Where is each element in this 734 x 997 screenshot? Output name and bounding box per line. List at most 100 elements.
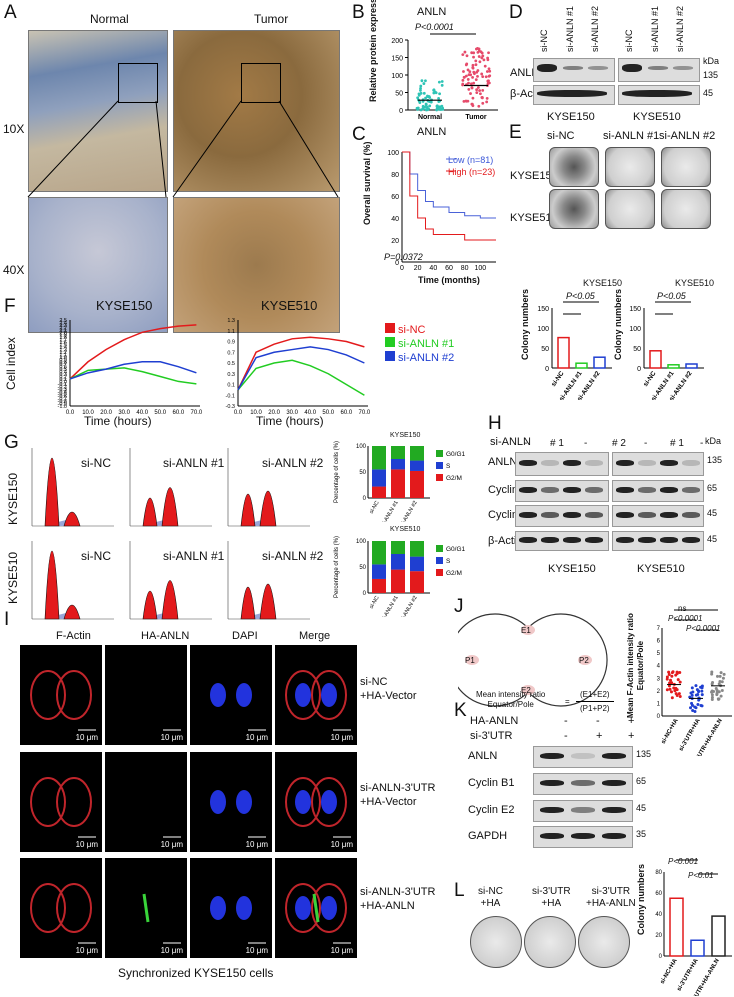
- f1-ytick-label: 0.9: [59, 357, 67, 363]
- d-lane-label: si-NC: [624, 29, 634, 53]
- f1-xtick-label: 20.0: [100, 410, 112, 414]
- j-point: [667, 670, 671, 674]
- j-point: [670, 681, 674, 685]
- b-point-tumor: [465, 62, 469, 66]
- g2-legend-swatch: [436, 545, 443, 552]
- j-point: [677, 692, 681, 696]
- j-point: [689, 691, 693, 695]
- j-point: [667, 684, 671, 688]
- scale-bar-label: 10 μm: [161, 840, 184, 849]
- b-point-tumor: [475, 70, 479, 74]
- j-ytick-label: 3: [657, 676, 661, 682]
- flow-g2-peak: [161, 580, 179, 620]
- ha-anln-signal: [142, 893, 150, 923]
- panel-label-c: C: [352, 124, 366, 145]
- band: [540, 753, 564, 759]
- j-point: [670, 674, 674, 678]
- b-point-normal: [427, 95, 431, 98]
- b-ytick-label: 200: [391, 38, 403, 45]
- c-ytick-label: 60: [391, 194, 399, 201]
- b-point-tumor: [471, 96, 475, 100]
- panel-label-l: L: [454, 880, 465, 901]
- j-pb: P<0.0001: [686, 624, 721, 633]
- g2-bar-G2/M: [391, 569, 405, 593]
- colony-dish: [524, 916, 576, 968]
- j-point: [671, 670, 675, 674]
- f1-ytick-label: 1.6: [59, 340, 67, 346]
- b-point-normal: [419, 108, 423, 112]
- j-ns: ns: [678, 604, 687, 613]
- d-lane-label: si-NC: [539, 29, 549, 53]
- band: [673, 66, 693, 70]
- e-chart2-title: KYSE510: [675, 278, 715, 288]
- f-xlabel-150: Time (hours): [84, 414, 152, 428]
- g1-ylabel: Percentage of cells (%): [334, 441, 340, 503]
- b-point-tumor: [472, 81, 476, 85]
- b-point-tumor: [469, 82, 473, 86]
- panel-label-g: G: [4, 432, 19, 453]
- g-label-2b: si-ANLN #1: [163, 549, 225, 563]
- e2-bar: [649, 350, 662, 369]
- band: [682, 512, 700, 518]
- k-row-label: GAPDH: [468, 830, 508, 842]
- i-row1: si-NC +HA-Vector: [360, 676, 417, 702]
- j-ytick-label: 7: [657, 626, 661, 632]
- band: [541, 537, 559, 543]
- band: [563, 460, 581, 466]
- flow-g1-peak: [240, 493, 256, 527]
- b-point-tumor: [486, 58, 490, 62]
- f2-xtick-label: 0.0: [234, 410, 243, 414]
- g1-bar-G2/M: [391, 469, 405, 498]
- g1-legend-label: G2/M: [446, 475, 462, 482]
- e1-bar: [557, 336, 570, 369]
- f1-ytick-label: 1.9: [59, 333, 67, 339]
- l-pa: P<0.001: [668, 857, 699, 866]
- d-marker-135: 135: [703, 70, 719, 80]
- e-chart1-title: KYSE150: [583, 278, 623, 288]
- band: [571, 780, 595, 786]
- c-ytick-label: 80: [391, 172, 399, 179]
- f2-xtick-label: 60.0: [340, 410, 352, 414]
- scale-bar-label: 10 μm: [246, 840, 269, 849]
- j-ytick-label: 0: [657, 714, 661, 720]
- e-p1: P<0.05: [566, 291, 595, 301]
- f-title-150: KYSE150: [96, 298, 153, 313]
- b-point-tumor: [487, 81, 491, 85]
- e-row-1: KYSE150: [510, 170, 558, 182]
- f2-series-1: [237, 359, 365, 396]
- g2-legend-label: S: [446, 558, 451, 565]
- g2-ytick-label: 50: [359, 565, 366, 571]
- g2-bar-G0/G1: [372, 541, 386, 565]
- band: [616, 537, 634, 543]
- j-point: [694, 684, 698, 688]
- band: [660, 487, 678, 493]
- g1-bar-G0/G1: [410, 446, 424, 461]
- g2-legend-swatch: [436, 569, 443, 576]
- colony-dish: [605, 189, 655, 229]
- b-point-normal: [424, 79, 427, 83]
- h-lane-label: # 1: [670, 438, 684, 449]
- e-col-2: si-ANLN #1: [603, 130, 660, 142]
- f1-ytick-label: -0.9: [58, 402, 67, 408]
- h-blot-510: [612, 505, 704, 527]
- band: [540, 780, 564, 786]
- panel-label-a: A: [4, 2, 17, 23]
- g1-bar-G2/M: [372, 486, 386, 498]
- g2-ytick-label: 0: [363, 591, 367, 597]
- band: [541, 487, 559, 493]
- scale-bar-label: 10 μm: [76, 840, 99, 849]
- g1-xtick-label: si-ANLN #1: [380, 500, 399, 522]
- d-lane-label: si-ANLN #2: [590, 5, 600, 52]
- b-point-normal: [419, 91, 423, 95]
- c-legend-low: Low (n=81): [448, 155, 494, 165]
- h-blot-150: [515, 480, 609, 502]
- colony-dish: [605, 147, 655, 187]
- j-point: [669, 678, 673, 682]
- b-ytick-label: 50: [395, 91, 403, 98]
- e1-xtick-label: si-NC: [550, 370, 566, 388]
- j-point: [700, 689, 704, 693]
- j-point: [697, 689, 701, 693]
- j-point: [690, 703, 694, 707]
- k-sign-haanln: +: [628, 715, 635, 727]
